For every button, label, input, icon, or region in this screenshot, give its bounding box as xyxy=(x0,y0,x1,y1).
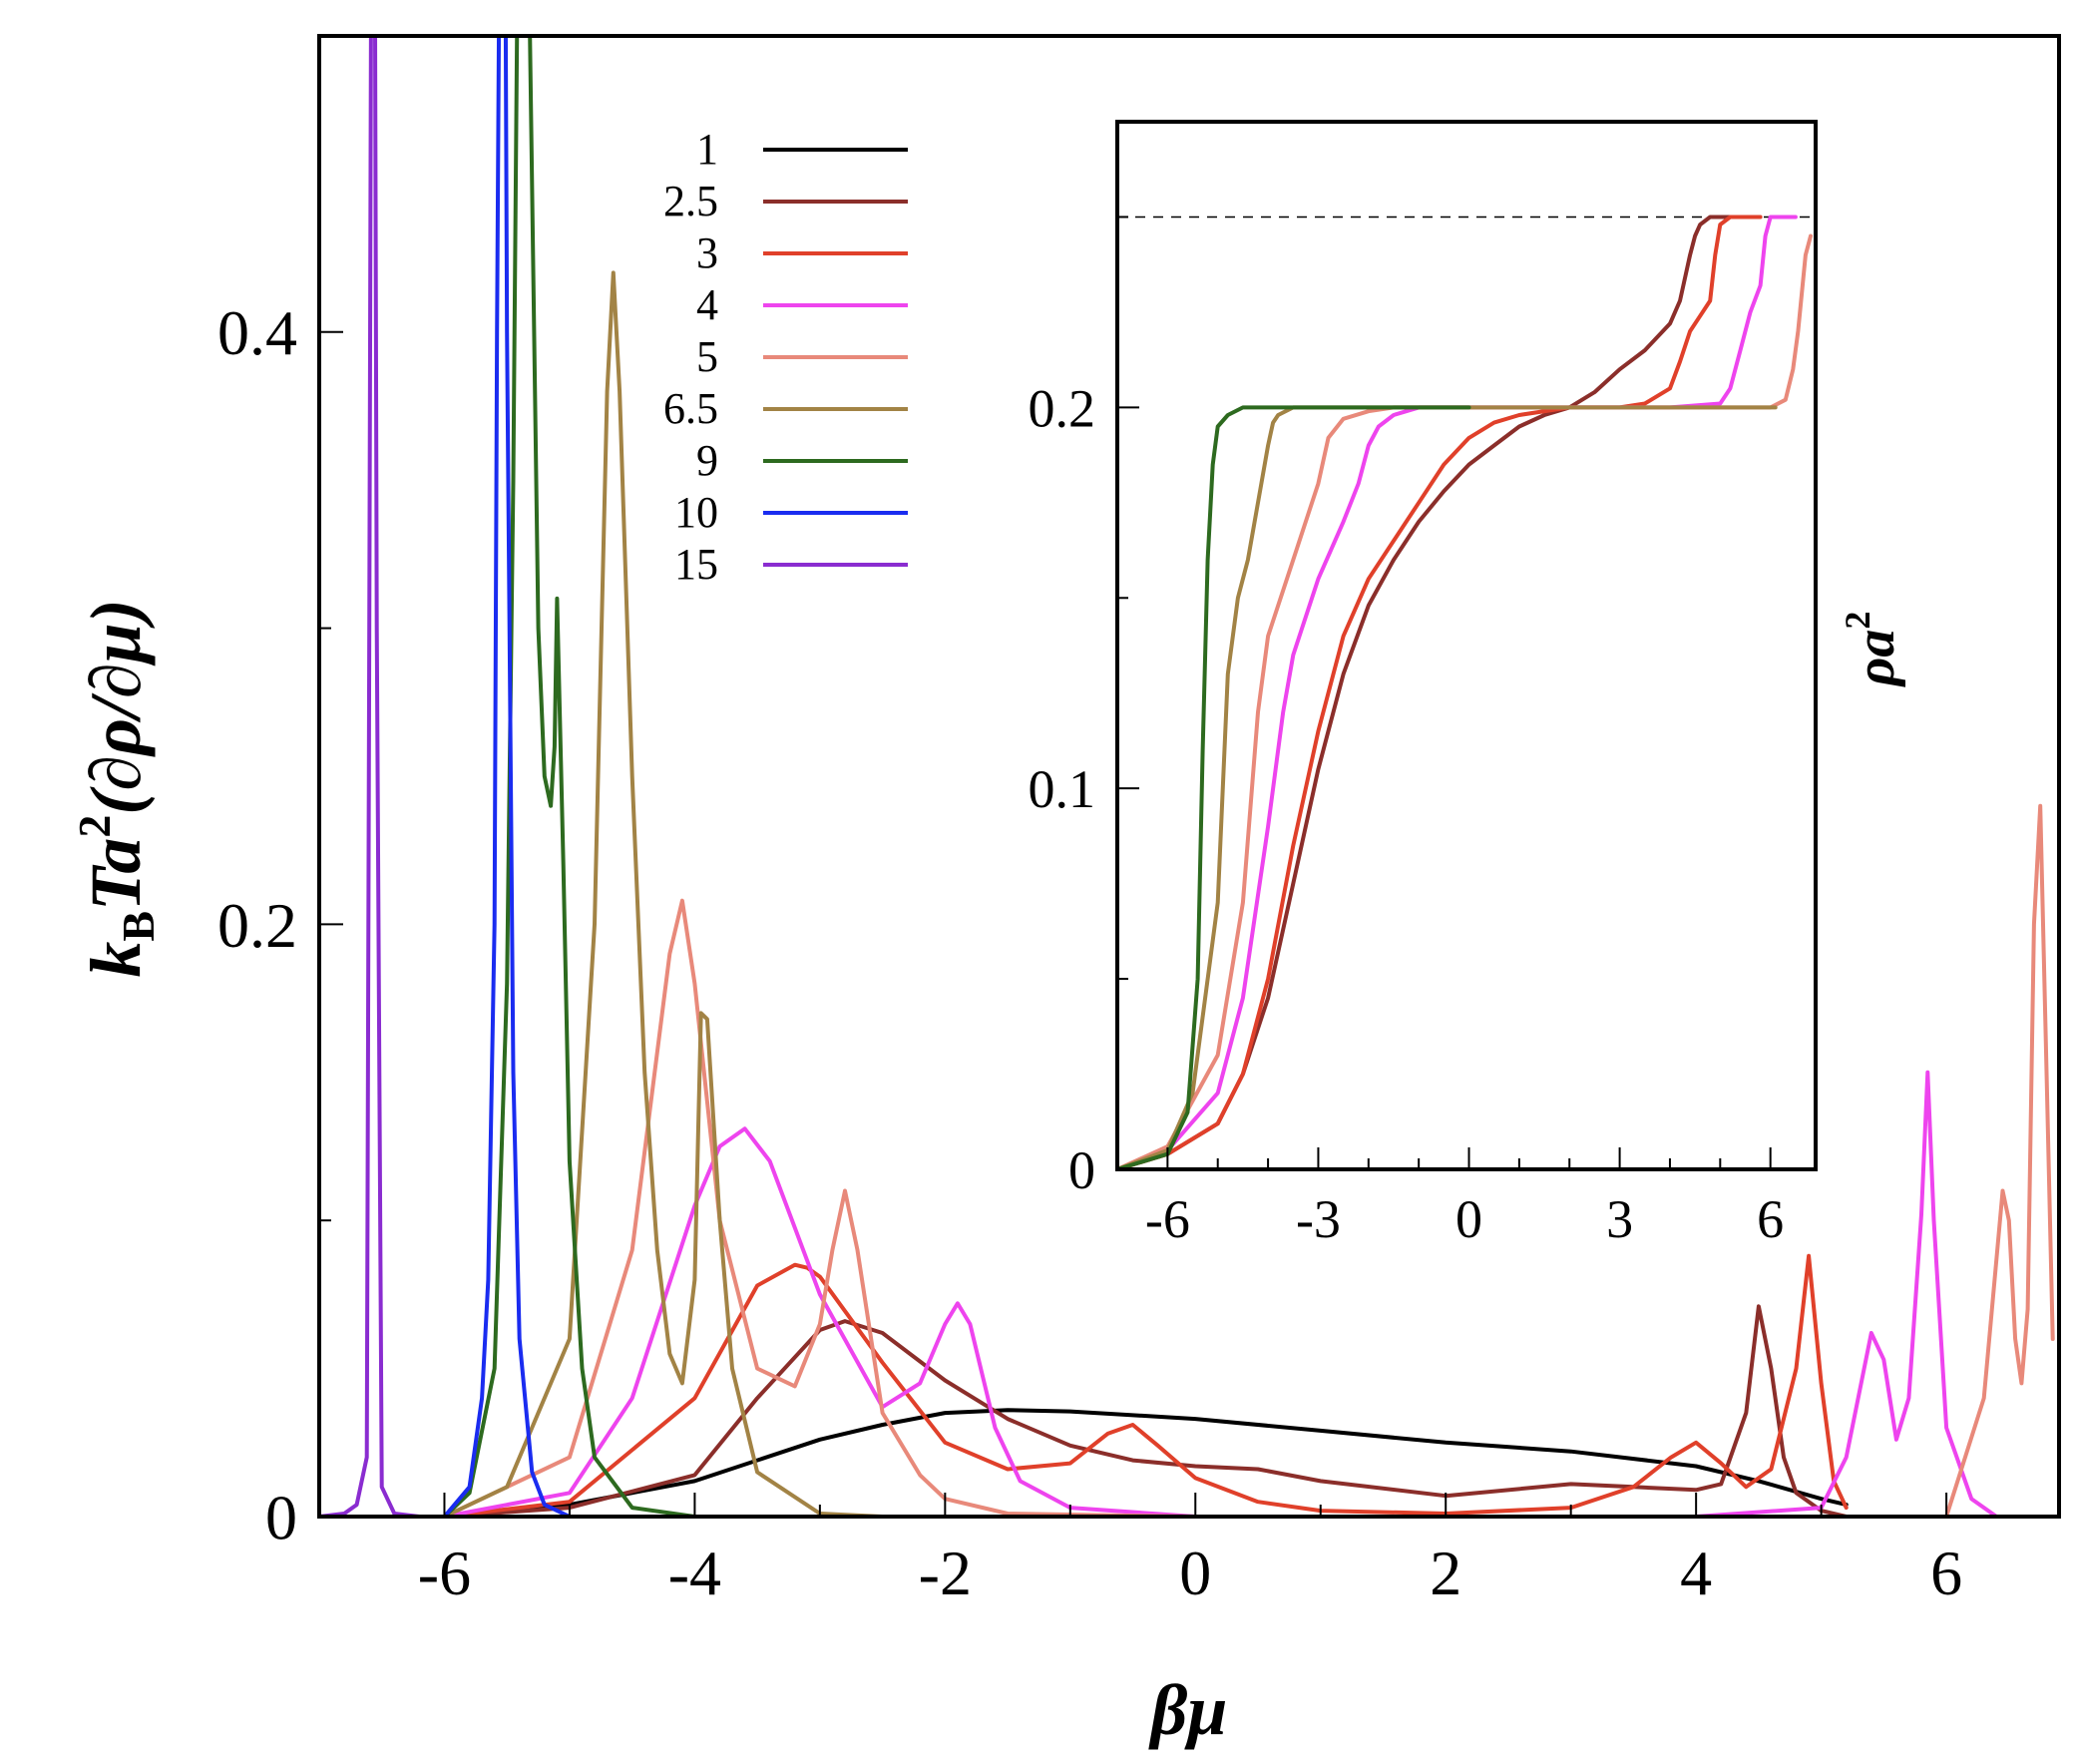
inset-tick-labels: -6 -3 0 3 6 0 0.1 0.2 xyxy=(1029,378,1785,1249)
main-x-tick-label: 4 xyxy=(1680,1538,1712,1608)
inset-background xyxy=(1117,122,1816,1169)
main-x-tick-label: 6 xyxy=(1930,1538,1962,1608)
main-series-line-1 xyxy=(442,1408,1849,1517)
main-x-tick-label: -4 xyxy=(668,1538,721,1608)
inset-series-lines xyxy=(1117,215,1813,1169)
inset-x-tick-label: 0 xyxy=(1455,1189,1482,1249)
y-title-sup: 2 xyxy=(69,815,120,838)
inset-plot: -6 -3 0 3 6 0 0.1 0.2 xyxy=(1029,120,1818,1249)
inset-series-line-4 xyxy=(1117,215,1798,1169)
inset-series-line-5 xyxy=(1117,233,1813,1169)
legend-label-1: 1 xyxy=(696,125,718,174)
main-y-tick-label: 0.2 xyxy=(217,890,297,961)
main-series-line-6-5 xyxy=(442,270,885,1517)
inset-x-tick-label: -3 xyxy=(1296,1189,1341,1249)
main-y-tick-label: 0 xyxy=(265,1482,297,1552)
legend-label-15: 15 xyxy=(674,540,718,589)
main-x-tick-label: 0 xyxy=(1179,1538,1211,1608)
inset-y-tick-label: 0 xyxy=(1068,1140,1095,1200)
y-title-T: Ta xyxy=(76,838,156,911)
main-series-line-4 xyxy=(442,1070,2011,1517)
main-series-line-15 xyxy=(319,36,422,1517)
main-series-line-10 xyxy=(442,36,572,1517)
inset-y-axis-title: ρa2 xyxy=(1838,612,1906,688)
legend-label-3: 3 xyxy=(696,228,718,277)
svg-text:ρa2: ρa2 xyxy=(1838,612,1906,688)
main-x-tick-label: -6 xyxy=(418,1538,471,1608)
legend-label-9: 9 xyxy=(696,436,718,485)
main-series-lines xyxy=(319,36,2055,1517)
inset-y-title-rho: ρa xyxy=(1845,630,1906,688)
inset-series-line-6-5 xyxy=(1117,405,1778,1169)
main-y-tick-label: 0.4 xyxy=(217,297,297,368)
legend-label-5: 5 xyxy=(696,332,718,381)
main-series-line-5 xyxy=(442,803,2055,1517)
main-plot-frame xyxy=(317,34,2061,1519)
legend-label-4: 4 xyxy=(696,280,718,329)
svg-text:kBTa2(∂ρ/∂μ): kBTa2(∂ρ/∂μ) xyxy=(69,599,164,977)
main-x-axis-title: βμ xyxy=(1148,1670,1228,1750)
main-x-tick-label: 2 xyxy=(1430,1538,1461,1608)
legend-label-10: 10 xyxy=(674,488,718,537)
inset-x-tick-label: -6 xyxy=(1145,1189,1190,1249)
inset-y-title-sup: 2 xyxy=(1838,612,1877,630)
main-series-line-9 xyxy=(442,36,697,1517)
inset-plot-frame xyxy=(1115,120,1818,1171)
inset-y-tick-label: 0.2 xyxy=(1029,378,1096,438)
inset-x-tick-label: 3 xyxy=(1606,1189,1633,1249)
main-series-line-3 xyxy=(442,1253,1849,1517)
inset-series-line-3 xyxy=(1117,215,1763,1169)
main-plot: -6 -4 -2 0 2 4 6 0 0.2 0.4 xyxy=(217,34,2061,1608)
main-series-line-2-5 xyxy=(442,1304,1849,1517)
legend-label-2-5: 2.5 xyxy=(663,177,718,225)
y-title-sub: B xyxy=(113,911,164,942)
inset-y-tick-label: 0.1 xyxy=(1029,759,1096,819)
inset-series-line-9 xyxy=(1117,405,1471,1169)
inset-x-tick-label: 6 xyxy=(1757,1189,1784,1249)
main-x-tick-label: -2 xyxy=(919,1538,972,1608)
legend-label-6-5: 6.5 xyxy=(663,384,718,433)
inset-series-line-2-5 xyxy=(1117,215,1733,1169)
y-title-k: k xyxy=(76,942,156,978)
main-y-axis-title: kBTa2(∂ρ/∂μ) xyxy=(69,599,164,977)
y-title-rest: (∂ρ/∂μ) xyxy=(76,599,156,814)
main-tick-labels: -6 -4 -2 0 2 4 6 0 0.2 0.4 xyxy=(217,297,1962,1608)
